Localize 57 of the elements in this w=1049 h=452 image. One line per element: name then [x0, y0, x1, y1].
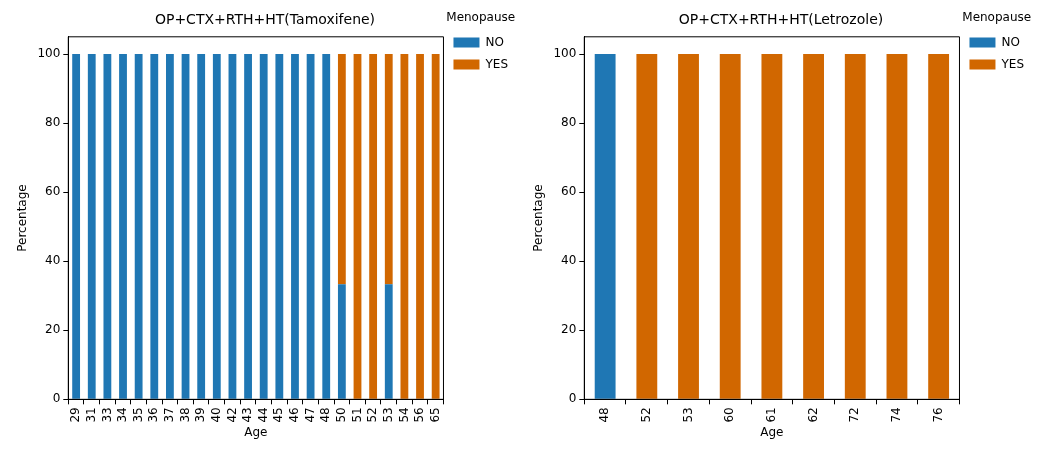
x-tick-label: 52	[638, 407, 653, 423]
legend-label: NO	[485, 34, 504, 49]
x-tick-label: 43	[240, 407, 255, 423]
x-tick-label: 53	[680, 407, 695, 423]
x-tick-label: 34	[115, 407, 130, 423]
y-tick-label: 60	[45, 184, 61, 199]
y-tick-label: 80	[45, 115, 61, 130]
x-tick-label: 44	[255, 407, 270, 423]
y-tick-label: 60	[561, 184, 577, 199]
x-tick-label: 56	[412, 407, 427, 423]
y-tick-label: 0	[52, 391, 61, 406]
x-tick-label: 60	[722, 407, 737, 423]
chart-title: OP+CTX+RTH+HT(Tamoxifene)	[154, 11, 376, 28]
legend-title: Menopause	[446, 10, 516, 25]
x-tick-label: 52	[365, 407, 380, 423]
y-tick-label: 20	[45, 322, 61, 337]
y-tick-label: 80	[561, 115, 577, 130]
x-tick-label: 65	[427, 407, 442, 423]
x-tick-label: 54	[396, 407, 411, 423]
x-tick-label: 47	[302, 407, 317, 423]
x-tick-label: 48	[318, 407, 333, 423]
x-tick-label: 50	[333, 407, 348, 423]
x-tick-label: 33	[99, 407, 114, 423]
x-axis-title: Age	[760, 424, 784, 439]
legend-label: YES	[1000, 56, 1024, 71]
x-tick-label: 35	[130, 407, 145, 423]
x-tick-label: 45	[271, 407, 286, 423]
y-tick-label: 40	[561, 253, 577, 268]
x-tick-label: 38	[177, 407, 192, 423]
x-tick-label: 42	[224, 407, 239, 423]
x-tick-label: 76	[930, 407, 945, 423]
x-tick-label: 36	[146, 407, 161, 423]
y-axis-title: Percentage	[531, 184, 546, 252]
legend-label: NO	[1001, 34, 1020, 49]
x-tick-label: 51	[349, 407, 364, 423]
y-tick-label: 20	[561, 322, 577, 337]
y-tick-label: 100	[37, 46, 61, 61]
y-tick-label: 0	[568, 391, 577, 406]
x-axis-title: Age	[244, 424, 268, 439]
x-tick-label: 37	[162, 407, 177, 423]
x-tick-label: 53	[380, 407, 395, 423]
x-tick-label: 31	[83, 407, 98, 423]
legend-title: Menopause	[962, 10, 1032, 25]
chart-title: OP+CTX+RTH+HT(Letrozole)	[678, 11, 884, 28]
x-tick-label: 61	[764, 407, 779, 423]
x-tick-label: 39	[193, 407, 208, 423]
y-tick-label: 40	[45, 253, 61, 268]
y-tick-label: 100	[553, 46, 577, 61]
x-tick-label: 29	[68, 407, 83, 423]
x-tick-label: 72	[847, 407, 862, 423]
x-tick-label: 62	[805, 407, 820, 423]
legend-label: YES	[484, 56, 508, 71]
x-tick-label: 40	[208, 407, 223, 423]
x-tick-label: 74	[889, 407, 904, 423]
y-axis-title: Percentage	[15, 184, 30, 252]
x-tick-label: 48	[597, 407, 612, 423]
x-tick-label: 46	[287, 407, 302, 423]
